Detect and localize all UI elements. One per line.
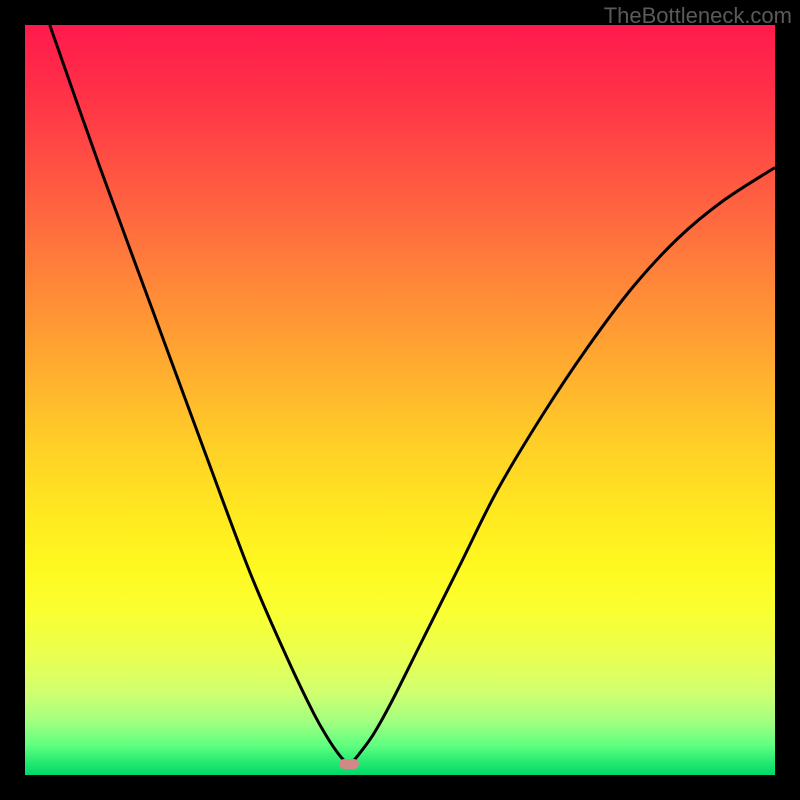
watermark-text: TheBottleneck.com	[604, 3, 792, 29]
optimal-point-marker	[339, 759, 359, 769]
bottleneck-curve	[25, 25, 775, 775]
chart-container	[25, 25, 775, 775]
